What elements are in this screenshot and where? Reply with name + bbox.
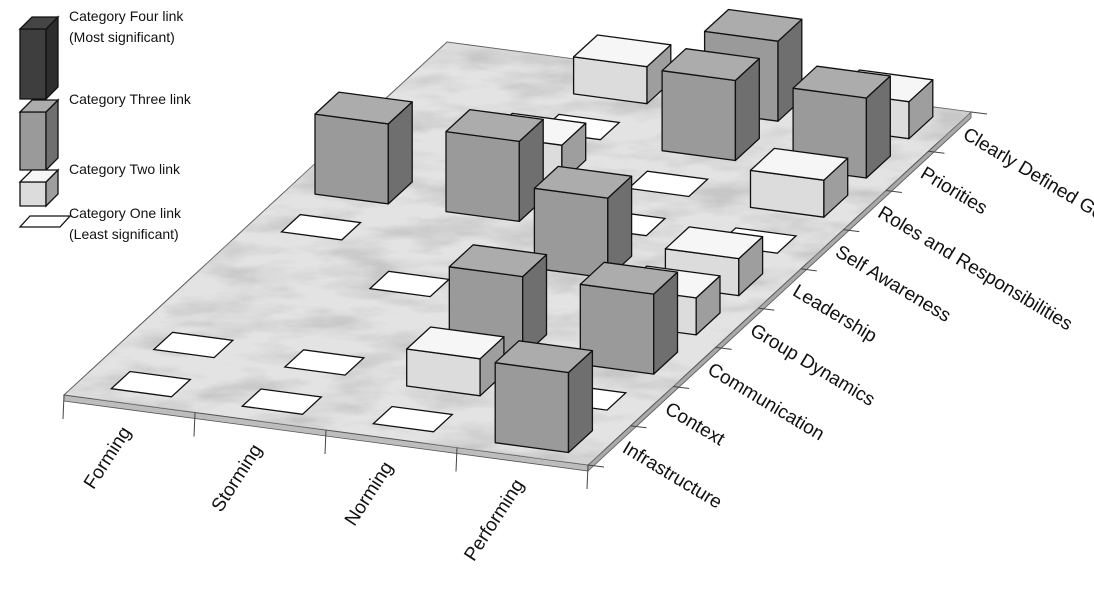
bar-base — [280, 213, 362, 241]
y-tick — [970, 111, 988, 115]
bar-top-face — [749, 147, 849, 181]
bar-performing-communication — [579, 261, 679, 375]
legend-swatch-top — [18, 169, 60, 183]
bar-storming-context — [283, 349, 366, 376]
legend-sublabel: (Most significant) — [69, 29, 175, 45]
legend-item-level-2: Category Two link — [18, 161, 181, 208]
x-tick — [455, 447, 458, 472]
legend-label: Category One link — [69, 205, 182, 221]
legend-swatch-level-1 — [18, 215, 72, 228]
bar-storming-self-awareness — [445, 108, 544, 223]
legend-swatch-level-2 — [19, 181, 47, 207]
legend-sublabel: (Least significant) — [69, 226, 179, 242]
bar-top-face — [314, 91, 413, 125]
y-label-context: Context — [661, 398, 729, 450]
legend-swatch-top — [18, 99, 60, 113]
y-tick — [885, 189, 902, 193]
bar-performing-infrastructure — [494, 340, 594, 454]
bar-base — [240, 388, 323, 415]
y-tick — [843, 229, 860, 233]
y-tick — [758, 307, 775, 311]
bar-norming-roles-and-responsibilities — [627, 170, 710, 198]
bar-top-face — [572, 34, 672, 68]
bar-norming-leadership — [533, 165, 633, 279]
y-tick — [630, 425, 647, 429]
x-tick — [324, 429, 327, 455]
bar-norming-priorities — [661, 48, 760, 162]
y-tick — [715, 346, 732, 350]
x-tick — [586, 464, 589, 490]
bar-norming-context — [406, 326, 505, 397]
bar-forming-context — [152, 331, 235, 359]
bar-forming-leadership — [280, 213, 362, 241]
bar-top-face — [664, 226, 764, 260]
legend-label: Category Four link — [69, 8, 184, 24]
x-label-storming: Storming — [208, 441, 267, 516]
legend-swatch-top — [18, 16, 60, 30]
bar-base — [627, 170, 710, 198]
bar-base — [152, 331, 235, 359]
bar-norming-infrastructure — [371, 405, 454, 433]
bars-layer — [109, 8, 934, 454]
legend-item-level-3: Category Three link — [18, 91, 192, 172]
bar-top-face — [792, 65, 891, 99]
y-tick — [587, 464, 605, 468]
legend: Category Four link(Most significant)Cate… — [18, 8, 192, 242]
bar-top-face — [661, 48, 760, 82]
bar-forming-self-awareness — [314, 91, 413, 205]
bar-performing-roles-and-responsibilities — [749, 147, 849, 218]
x-tick — [62, 394, 65, 420]
legend-swatch-level-4 — [19, 28, 47, 100]
y-label-leadership: Leadership — [789, 281, 880, 347]
legend-swatch-level-3 — [19, 111, 47, 171]
y-tick — [800, 268, 817, 272]
bar-front-face — [661, 70, 737, 162]
bar-top-face — [533, 165, 633, 199]
bar-front-face — [445, 130, 520, 223]
bar-top-face — [703, 8, 803, 42]
bar-front-face — [494, 362, 570, 454]
y-label-roles-and-responsibilities: Roles and Responsibilities — [874, 202, 1076, 335]
bar-norming-communication — [448, 244, 548, 358]
y-tick — [673, 386, 690, 390]
y-label-clearly-defined-goals: Clearly Defined Goals — [959, 124, 1094, 237]
y-tick — [928, 150, 945, 154]
legend-item-level-1: Category One link (Least significant) — [18, 205, 182, 242]
bar-top-face — [448, 244, 548, 278]
bar-storming-infrastructure — [240, 388, 323, 415]
bar-base — [109, 370, 192, 398]
bar-forming-infrastructure — [109, 370, 192, 398]
bar-base — [283, 349, 366, 376]
bar-top-face — [494, 340, 594, 374]
x-tick — [193, 412, 196, 437]
bar-top-face — [445, 108, 544, 143]
bar-top-face — [579, 261, 679, 295]
x-label-forming: Forming — [80, 423, 136, 493]
legend-item-level-4: Category Four link (Most significant) — [18, 8, 184, 101]
legend-label: Category Three link — [69, 91, 192, 107]
bar-base — [371, 405, 454, 433]
bar-top-face — [406, 326, 505, 360]
bar-front-face — [314, 113, 389, 205]
legend-swatch-side — [45, 15, 59, 101]
x-label-norming: Norming — [341, 458, 398, 530]
y-label-infrastructure: Infrastructure — [619, 438, 726, 514]
y-label-priorities: Priorities — [917, 163, 991, 219]
bar-storming-clearly-defined-goals — [572, 34, 672, 105]
legend-label: Category Two link — [69, 161, 181, 177]
x-label-performing: Performing — [460, 476, 528, 565]
